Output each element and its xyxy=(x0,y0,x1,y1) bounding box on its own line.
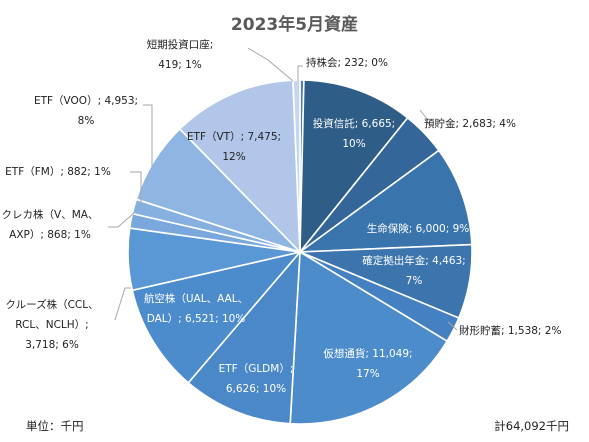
slice-label: 生命保険; 6,000; 9% xyxy=(367,222,469,235)
pie-slice xyxy=(292,79,301,253)
slice-label-line: ETF（FM）; 882; 1% xyxy=(5,166,111,178)
slice-label-line: 持株会; 232; 0% xyxy=(306,56,388,69)
slice-label-line: AXP）; 868; 1% xyxy=(9,229,91,241)
slice-label: クレカ株（V、MA、 AXP）; 868; 1% xyxy=(2,208,99,241)
leader-line xyxy=(130,171,142,205)
total-label: 計64,092千円 xyxy=(494,419,569,433)
slice-label-line: クレカ株（V、MA、 xyxy=(2,208,99,221)
slice-label-line: 確定拠出年金; 4,463; xyxy=(362,254,465,267)
slice-label-line: 12% xyxy=(222,151,245,163)
slice-label-line: 仮想通貨; 11,049; xyxy=(323,347,412,360)
slice-label-line: 3,718; 6% xyxy=(25,339,79,351)
slice-label-line: 8% xyxy=(78,115,95,127)
leader-line xyxy=(297,65,303,81)
slice-label-line: 財形貯蓄; 1,538; 2% xyxy=(459,324,561,337)
leader-line xyxy=(108,212,135,228)
pie-slice xyxy=(187,249,301,425)
slice-label: 預貯金; 2,683; 4% xyxy=(424,117,516,130)
slice-label: ETF（GLDM）; 6,626; 10% xyxy=(219,363,294,395)
pie-slice xyxy=(131,250,303,384)
leader-line xyxy=(114,287,131,321)
slice-label-line: 10% xyxy=(342,138,365,150)
slice-label: 短期投資口座; 419; 1% xyxy=(147,38,214,71)
slice-label-line: 生命保険; 6,000; 9% xyxy=(367,222,469,235)
leader-line xyxy=(447,321,458,331)
slice-label-line: ETF（VT）; 7,475; xyxy=(187,131,281,143)
pie-slice xyxy=(289,250,449,425)
slice-label-line: DAL）; 6,521; 10% xyxy=(147,313,246,325)
slice-label-line: ETF（GLDM）; xyxy=(219,363,294,375)
slice-label-line: 投資信託; 6,665; xyxy=(313,117,395,130)
pie-slice xyxy=(299,79,409,255)
pie-slice xyxy=(178,79,301,255)
slice-label: 持株会; 232; 0% xyxy=(306,56,388,69)
leader-line xyxy=(419,109,428,120)
slice-label-line: 航空株（UAL、AAL、 xyxy=(144,292,248,305)
slice-label: 投資信託; 6,665; 10% xyxy=(313,117,395,150)
slice-label-line: ETF（VOO）; 4,953; xyxy=(34,95,138,107)
slice-label-line: 17% xyxy=(356,368,379,380)
slice-label-line: 短期投資口座; xyxy=(147,38,214,51)
slice-label: ETF（VT）; 7,475; 12% xyxy=(187,131,281,163)
slice-label: 航空株（UAL、AAL、 DAL）; 6,521; 10% xyxy=(144,292,248,325)
pie-slice xyxy=(297,149,473,253)
slice-label: クルーズ株（CCL、 RCL、NCLH）; 3,718; 6% xyxy=(5,298,98,351)
slice-label: 仮想通貨; 11,049; 17% xyxy=(323,347,412,380)
slice-label-line: 419; 1% xyxy=(158,59,202,71)
slice-label-line: 預貯金; 2,683; 4% xyxy=(424,117,516,130)
leader-line xyxy=(143,104,153,167)
slice-label: 財形貯蓄; 1,538; 2% xyxy=(459,324,561,337)
slice-label-line: 6,626; 10% xyxy=(226,383,286,395)
unit-label: 単位：千円 xyxy=(26,419,84,433)
slice-label-line: 7% xyxy=(406,275,423,287)
slice-label: ETF（FM）; 882; 1% xyxy=(5,166,111,178)
leader-line xyxy=(247,47,294,82)
slice-label-line: RCL、NCLH）; xyxy=(15,319,88,331)
slice-label-line: クルーズ株（CCL、 xyxy=(5,298,98,311)
slice-label: ETF（VOO）; 4,953; 8% xyxy=(34,95,138,127)
slice-label: 確定拠出年金; 4,463; 7% xyxy=(362,254,465,287)
chart-title: 2023年5月資産 xyxy=(230,15,359,35)
